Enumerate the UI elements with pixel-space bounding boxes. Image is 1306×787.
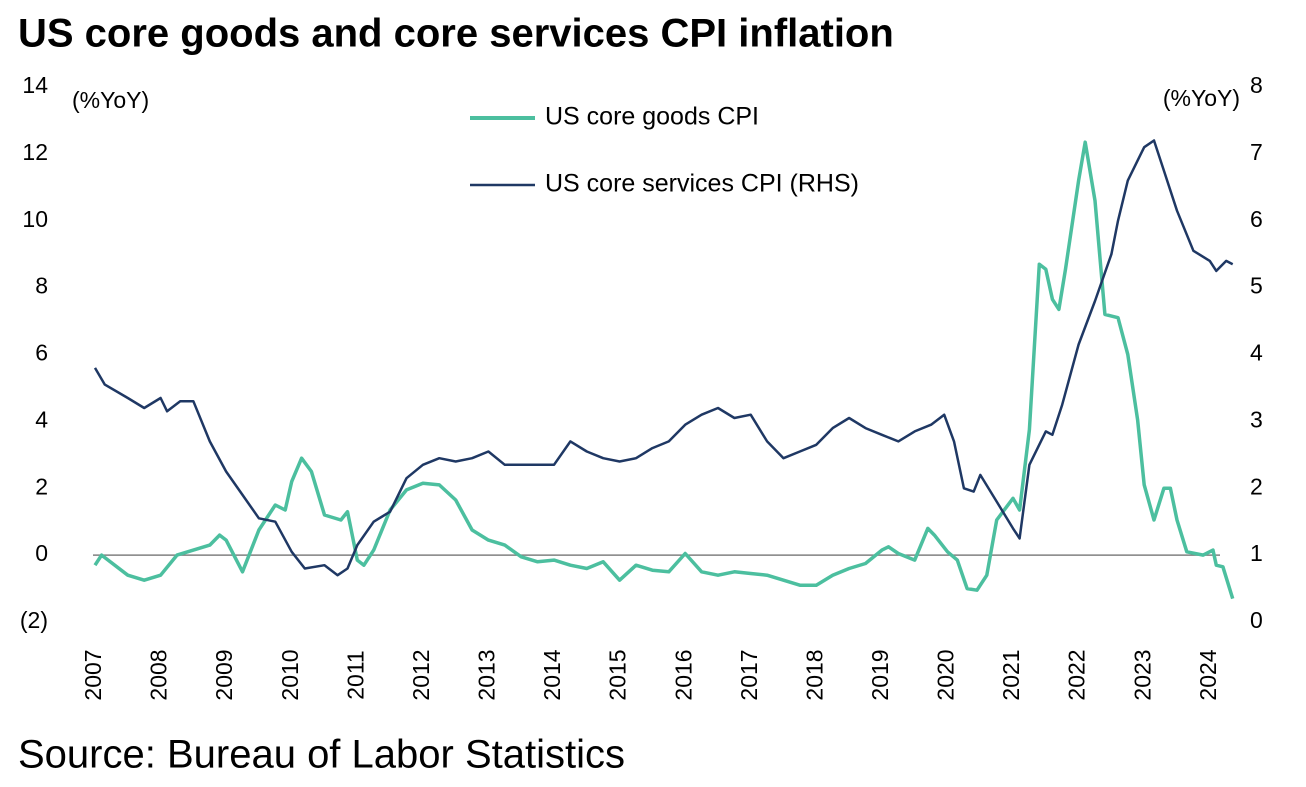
y-tick-label: 6 — [35, 340, 48, 366]
y-tick-label: 14 — [22, 72, 48, 98]
x-tick-label: 2016 — [670, 649, 696, 700]
x-tick-label: 2023 — [1129, 649, 1155, 700]
x-tick-label: 2014 — [539, 649, 565, 700]
x-tick-label: 2011 — [342, 650, 368, 699]
source: Source: Bureau of Labor Statistics — [18, 733, 625, 777]
series-line — [93, 139, 1234, 577]
y-tick-label: 4 — [35, 406, 48, 432]
y2-tick-label: 3 — [1250, 406, 1263, 432]
x-tick-label: 2017 — [736, 649, 762, 700]
y2-tick-label: 2 — [1250, 473, 1263, 499]
x-tick-label: 2018 — [801, 649, 827, 700]
x-tick-label: 2019 — [867, 649, 893, 700]
y2-unit-label: (%YoY) — [1163, 85, 1240, 111]
x-tick-label: 2013 — [474, 649, 500, 700]
y2-tick-label: 4 — [1250, 340, 1263, 366]
y2-tick-label: 0 — [1250, 607, 1263, 633]
y-tick-label: (2) — [20, 607, 48, 633]
x-tick-label: 2020 — [933, 649, 959, 700]
series-line — [93, 140, 1235, 600]
y-tick-label: 10 — [22, 206, 48, 232]
y2-tick-label: 7 — [1250, 139, 1263, 165]
y-tick-label: 8 — [35, 273, 48, 299]
legend-label: US core services CPI (RHS) — [545, 170, 859, 198]
y-tick-label: 2 — [35, 473, 48, 499]
y2-tick-label: 6 — [1250, 206, 1263, 232]
x-tick-label: 2008 — [146, 649, 172, 700]
y2-tick-label: 1 — [1250, 540, 1263, 566]
y2-tick-label: 5 — [1250, 273, 1263, 299]
x-tick-label: 2010 — [277, 649, 303, 700]
y-unit-label: (%YoY) — [72, 87, 149, 113]
y2-tick-label: 8 — [1250, 72, 1263, 98]
x-tick-label: 2012 — [408, 649, 434, 700]
x-tick-label: 2015 — [605, 649, 631, 700]
x-tick-label: 2021 — [998, 649, 1024, 700]
x-tick-label: 2024 — [1195, 649, 1221, 700]
legend-label: US core goods CPI — [545, 103, 759, 131]
y-tick-label: 0 — [35, 540, 48, 566]
y-tick-label: 12 — [22, 139, 48, 165]
x-tick-label: 2022 — [1064, 649, 1090, 700]
x-tick-label: 2009 — [211, 649, 237, 700]
chart-title: US core goods and core services CPI infl… — [18, 12, 894, 56]
x-tick-label: 2007 — [80, 649, 106, 700]
